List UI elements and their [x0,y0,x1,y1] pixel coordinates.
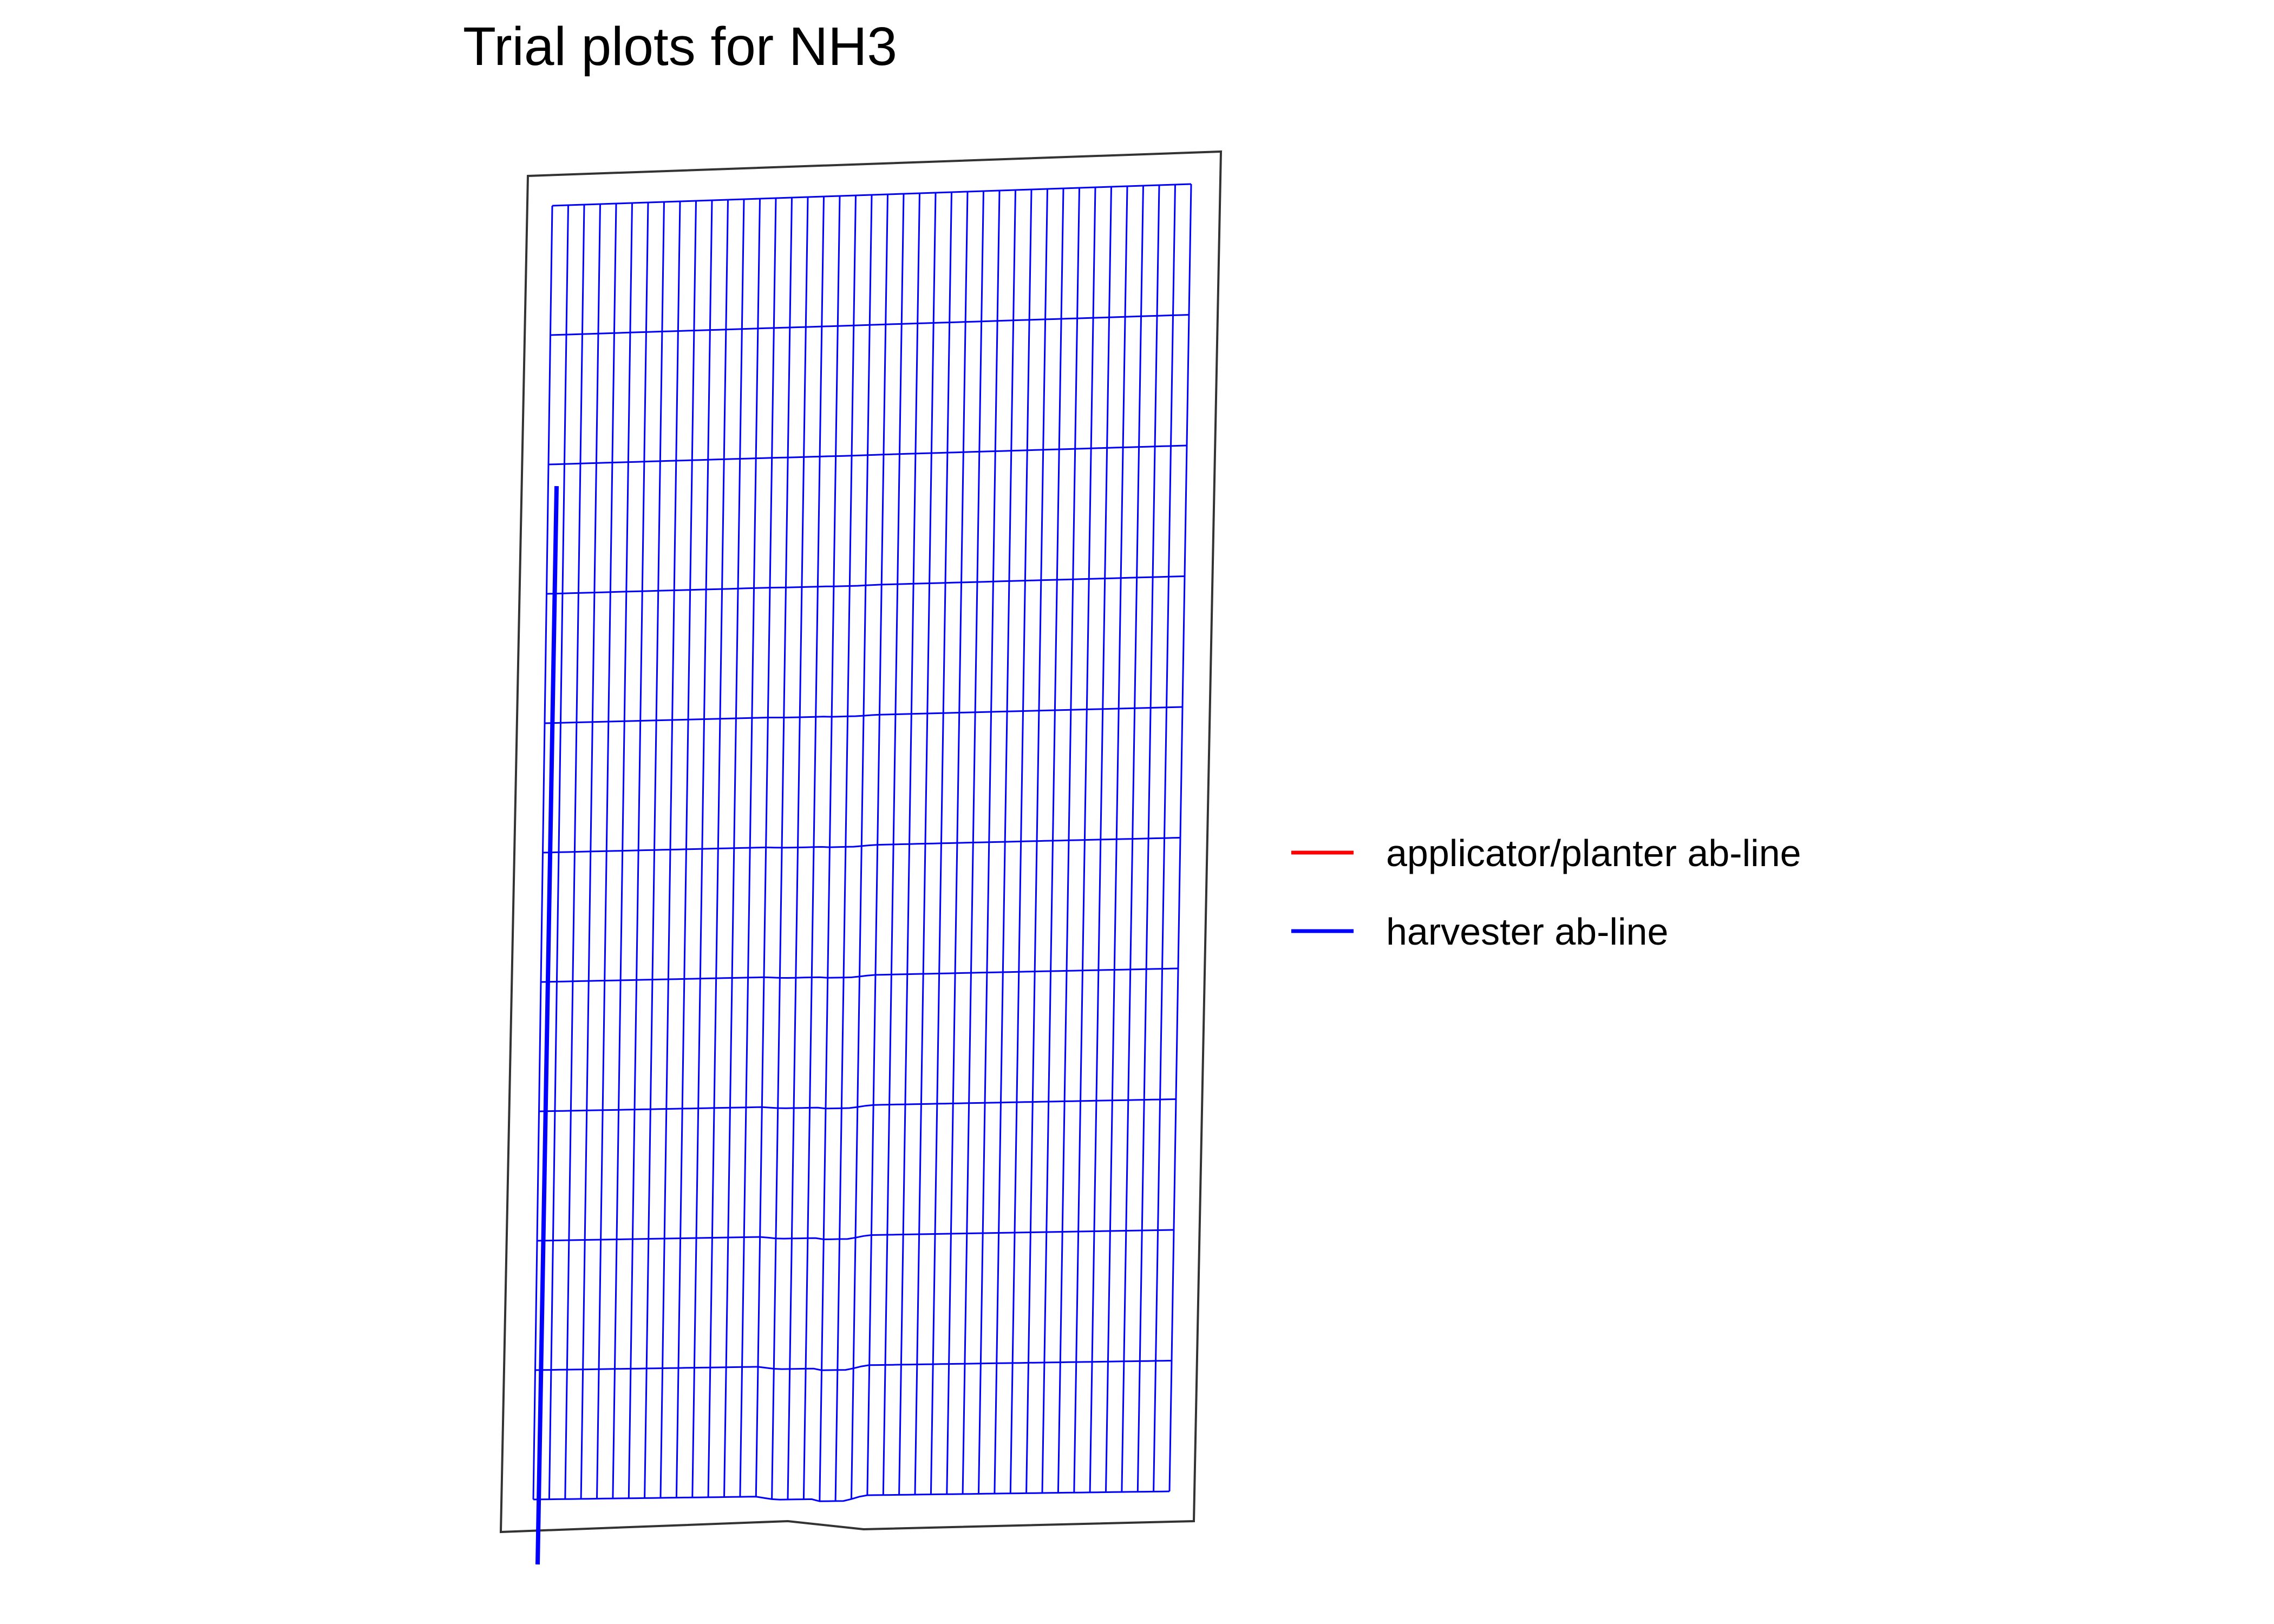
plot-row-boundary [546,575,1185,595]
plot-row-boundary [539,1098,1177,1112]
map-panel [499,150,1223,1565]
plot-row-boundary [548,444,1187,466]
plot-row-boundary [540,967,1179,983]
plot-row-boundary [533,1490,1170,1502]
map-title: Trial plots for NH3 [463,16,897,77]
plot-row-boundary [552,183,1192,207]
plot-column-boundary [802,196,825,1499]
plot-column-boundary [834,195,857,1501]
legend-label-harvester: harvester ab-line [1386,911,1668,953]
harvester-ab-line [535,486,559,1565]
plot-row-boundary [537,1229,1174,1242]
plot-column-boundary [851,194,873,1499]
plot-row-boundary [543,837,1181,854]
plot-row-boundary [550,314,1190,336]
legend-label-applicator: applicator/planter ab-line [1386,832,1801,874]
field-boundary [499,150,1223,1534]
plot-row-boundary [544,706,1183,724]
trial-plot-grid [532,183,1192,1502]
plot-column-boundary [819,195,841,1502]
legend: applicator/planter ab-line harvester ab-… [1291,832,1801,953]
plot-row-boundary [535,1360,1172,1371]
